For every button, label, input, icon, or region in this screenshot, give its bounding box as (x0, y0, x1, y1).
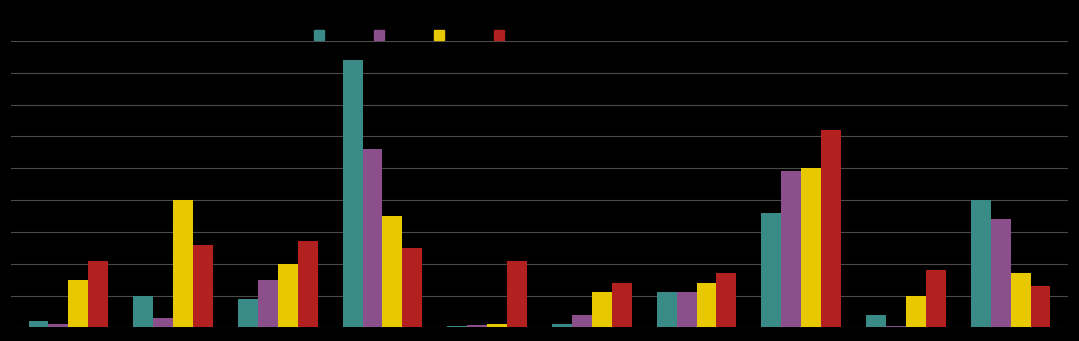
Bar (886, 326, 906, 327)
Bar (507, 261, 527, 327)
Bar (552, 324, 572, 327)
Bar (781, 172, 802, 327)
Bar (382, 216, 402, 327)
Bar (926, 270, 945, 327)
Bar (657, 292, 677, 327)
Bar (298, 241, 317, 327)
Bar (1011, 273, 1030, 327)
Bar (906, 296, 926, 327)
Bar (238, 299, 258, 327)
Bar (467, 325, 487, 327)
Bar (68, 280, 88, 327)
Bar (448, 326, 467, 327)
Bar (193, 244, 213, 327)
Bar (971, 200, 991, 327)
Bar (343, 60, 363, 327)
Bar (762, 213, 781, 327)
Bar (363, 149, 382, 327)
Bar (677, 292, 697, 327)
Bar (991, 219, 1011, 327)
Bar (572, 315, 592, 327)
Legend: , , , : , , , (310, 24, 516, 47)
Bar (716, 273, 736, 327)
Bar (277, 264, 298, 327)
Bar (487, 324, 507, 327)
Bar (1030, 286, 1051, 327)
Bar (258, 280, 277, 327)
Bar (134, 296, 153, 327)
Bar (866, 315, 886, 327)
Bar (612, 283, 631, 327)
Bar (821, 130, 841, 327)
Bar (28, 321, 49, 327)
Bar (88, 261, 108, 327)
Bar (592, 292, 612, 327)
Bar (697, 283, 716, 327)
Bar (802, 168, 821, 327)
Bar (49, 324, 68, 327)
Bar (173, 200, 193, 327)
Bar (153, 318, 173, 327)
Bar (402, 248, 422, 327)
